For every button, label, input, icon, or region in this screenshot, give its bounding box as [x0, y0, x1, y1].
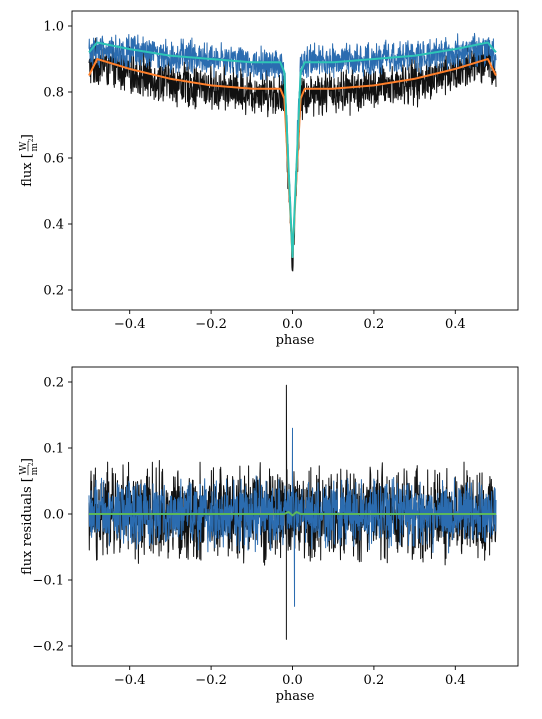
x-tick-label: −0.4 [114, 317, 146, 332]
svg-text:2: 2 [28, 462, 35, 466]
y-tick-label: 0.2 [43, 376, 64, 391]
y-axis-label: flux [ W m2] [19, 134, 40, 187]
svg-text:flux [: flux [ [20, 153, 35, 187]
y-tick-label: 0.2 [43, 284, 64, 299]
series-resid_blue [88, 427, 497, 607]
flux-panel: −0.4 −0.2 0.0 0.2 0.4 0.2 0.4 0.6 0.8 1.0 phase flu… [19, 10, 519, 348]
svg-text:m: m [30, 466, 40, 475]
y-tick-label: 0.8 [43, 86, 64, 101]
y-axis-label: flux residuals [ W m2] [19, 458, 40, 575]
x-tick-label: −0.4 [114, 673, 146, 688]
x-tick-label: 0.4 [445, 317, 466, 332]
svg-text:]: ] [20, 458, 35, 463]
x-axis-label: phase [276, 689, 315, 704]
y-tick-label: 0.4 [43, 218, 64, 233]
axes-frame [71, 10, 519, 311]
x-axis-label: phase [276, 333, 315, 348]
axes-frame [71, 366, 519, 667]
x-tick-label: 0.4 [445, 673, 466, 688]
residuals-panel: −0.4 −0.2 0.0 0.2 0.4 −0.2 −0.1 0.0 0.1 0.2 phase f… [19, 366, 519, 704]
x-tick-label: 0.0 [282, 317, 303, 332]
svg-text:W: W [19, 141, 29, 151]
x-tick-label: 0.0 [282, 673, 303, 688]
x-tick-label: 0.2 [364, 673, 385, 688]
svg-text:m: m [30, 142, 40, 151]
y-tick-label: −0.1 [32, 574, 64, 589]
y-tick-label: 1.0 [43, 20, 64, 35]
y-tick-label: −0.2 [32, 640, 64, 655]
svg-text:W: W [19, 465, 29, 475]
x-tick-label: −0.2 [195, 317, 227, 332]
svg-text:2: 2 [28, 138, 35, 142]
y-tick-label: 0.1 [43, 442, 64, 457]
y-tick-label: 0.0 [43, 508, 64, 523]
svg-text:flux residuals [: flux residuals [ [20, 477, 35, 575]
y-tick-label: 0.6 [43, 152, 64, 167]
x-tick-label: 0.2 [364, 317, 385, 332]
plot-area [88, 384, 497, 640]
x-tick-label: −0.2 [195, 673, 227, 688]
series-resid_model [88, 511, 497, 517]
series-model_teal [88, 41, 497, 258]
svg-text:]: ] [20, 134, 35, 139]
plot-area [88, 32, 497, 272]
